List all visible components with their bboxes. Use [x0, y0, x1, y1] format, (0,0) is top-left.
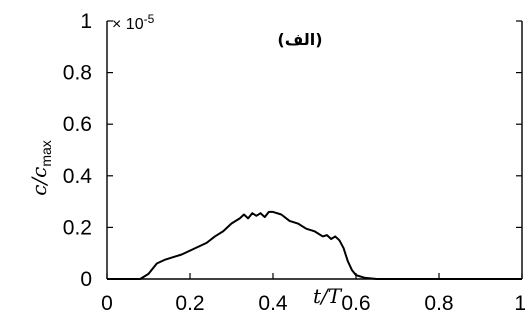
y-axis-label-main: c/c [27, 167, 51, 196]
y-tick-label: 0.2 [63, 216, 92, 239]
x-tick-label: 0.8 [424, 292, 453, 315]
multiplier-base: × 10 [112, 16, 144, 33]
y-tick-label: 0 [80, 268, 92, 291]
y-tick-label: 0.8 [63, 62, 92, 85]
series-layer [107, 210, 522, 280]
y-tick-label: 0.4 [63, 165, 93, 188]
y-tick-label: 0.6 [63, 113, 92, 136]
x-tick-label: 0.4 [258, 292, 288, 315]
x-tick-label: 0.2 [175, 292, 204, 315]
x-axis-label: t/T [313, 284, 343, 308]
y-tick-group: 0 0.2 0.4 0.6 0.8 1 [63, 10, 522, 291]
x-tick-label: 0 [101, 292, 113, 315]
x-tick-label: 0.6 [341, 292, 370, 315]
y-tick-label: 1 [80, 10, 92, 33]
panel-label: (الف) [277, 30, 322, 49]
plot-frame [106, 21, 523, 280]
x-tick-label: 1 [514, 292, 526, 315]
multiplier-label: × 10-5 [112, 12, 155, 33]
x-tick-group: 0 0.2 0.4 0.6 0.8 1 [101, 273, 526, 315]
y-axis-label-subscript: max [38, 140, 54, 166]
series-line [107, 210, 522, 280]
y-axis-label: c/cmax [27, 140, 54, 196]
multiplier-exponent: -5 [144, 12, 155, 26]
